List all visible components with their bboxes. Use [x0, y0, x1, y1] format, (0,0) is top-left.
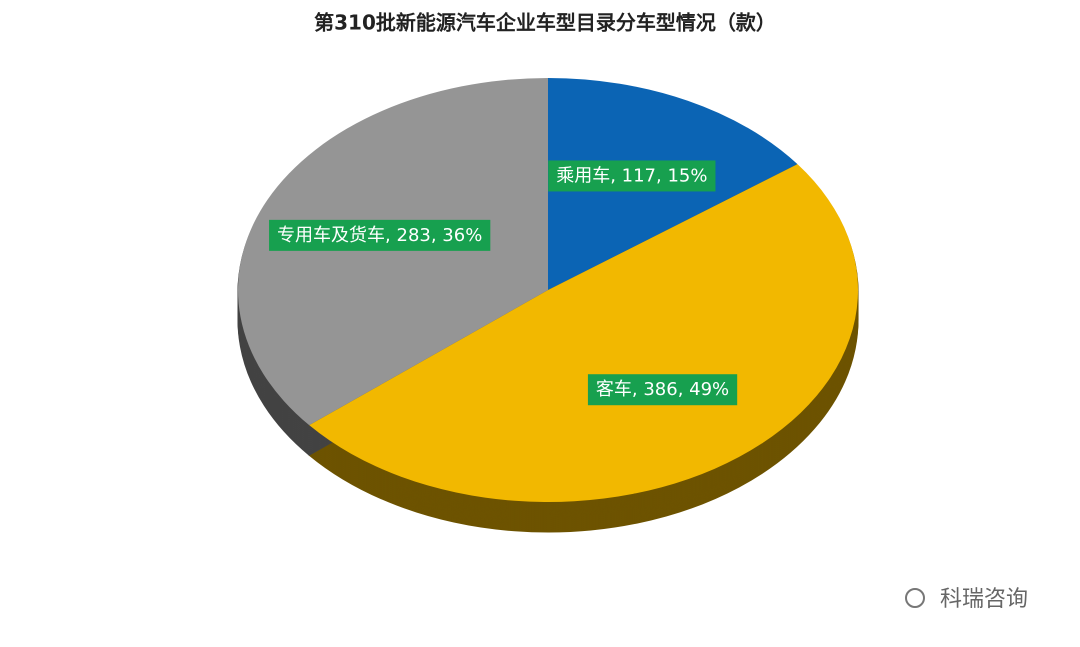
chart-title: 第310批新能源汽车企业车型目录分车型情况（款）	[314, 11, 776, 35]
footer-icon	[905, 588, 925, 608]
slice	[238, 78, 548, 426]
data-label: 专用车及货车, 283, 36%	[269, 219, 491, 251]
data-label-text: 乘用车, 117, 15%	[556, 165, 707, 186]
data-label: 乘用车, 117, 15%	[548, 160, 716, 192]
slice	[309, 164, 858, 502]
data-label: 客车, 386, 49%	[587, 374, 738, 406]
data-label-box	[548, 160, 716, 192]
footer-logo: 科瑞咨询	[905, 587, 1028, 612]
data-label-text: 专用车及货车, 283, 36%	[277, 225, 482, 246]
data-label-text: 客车, 386, 49%	[596, 379, 729, 400]
data-label-box	[269, 219, 491, 251]
footer-text: 科瑞咨询	[940, 587, 1028, 612]
data-label-box	[587, 374, 738, 406]
